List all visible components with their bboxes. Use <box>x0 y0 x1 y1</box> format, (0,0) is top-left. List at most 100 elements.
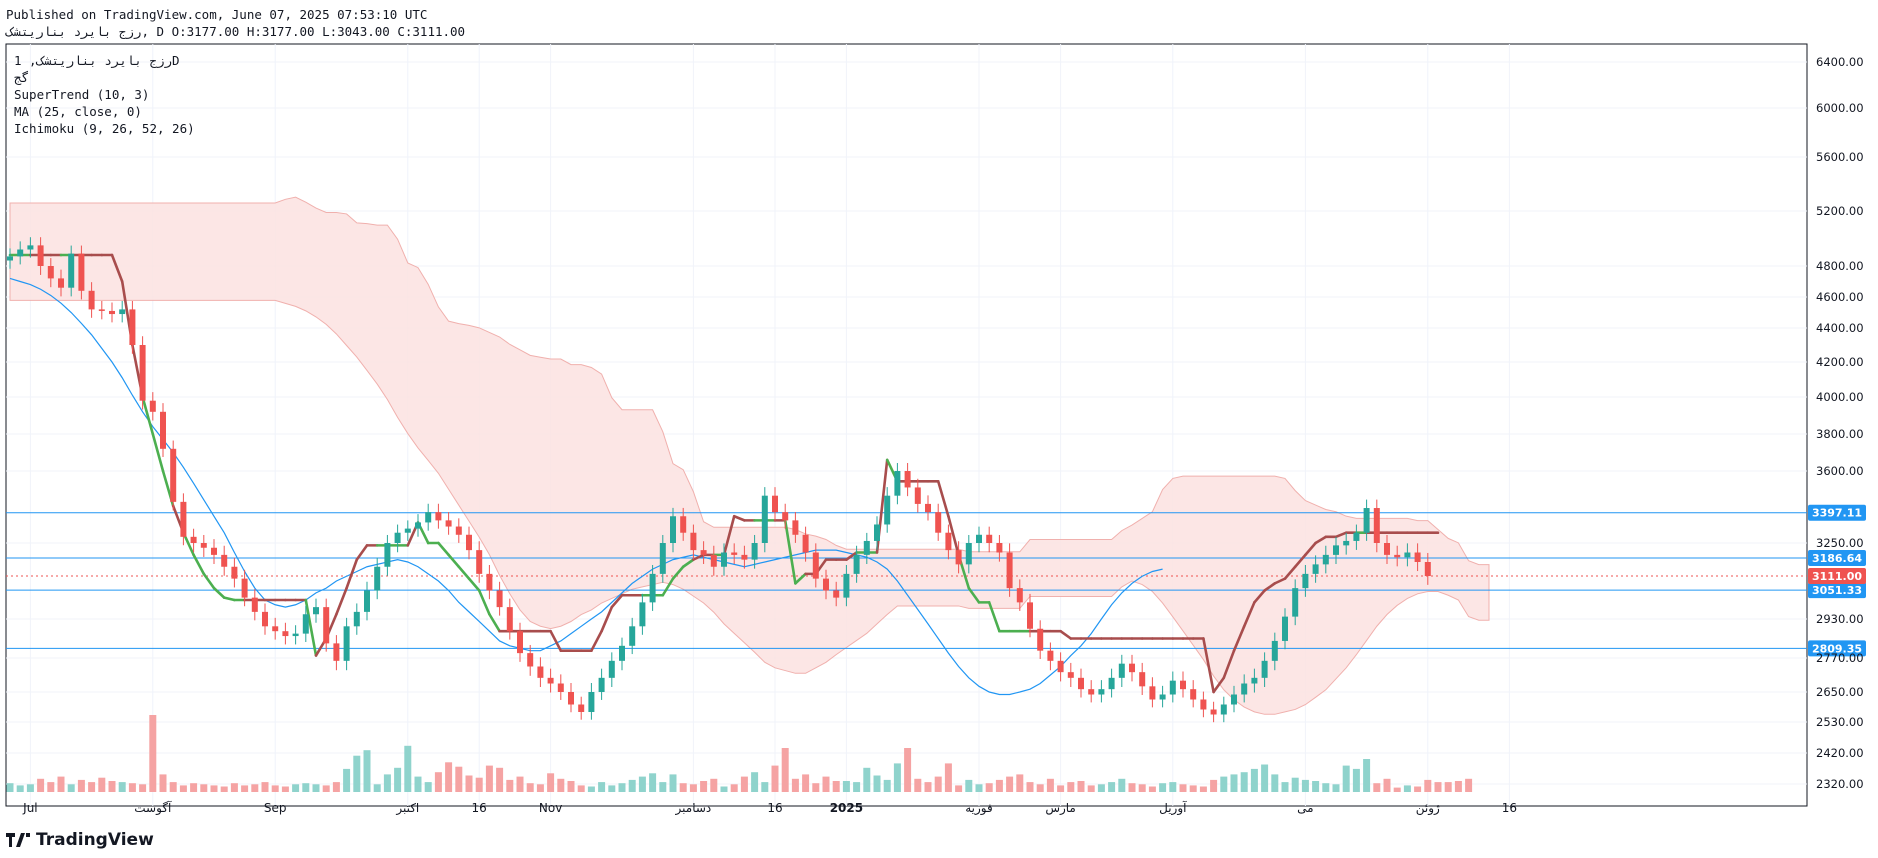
candle-body[interactable] <box>486 573 493 591</box>
candle-body[interactable] <box>1424 562 1431 577</box>
candle-body[interactable] <box>466 534 472 551</box>
candle-body[interactable] <box>547 677 554 684</box>
candle-body[interactable] <box>517 631 523 654</box>
candle-body[interactable] <box>945 532 952 551</box>
candle-body[interactable] <box>751 543 758 560</box>
candle-body[interactable] <box>455 526 462 535</box>
candle-body[interactable] <box>445 520 452 527</box>
candle-body[interactable] <box>721 552 727 567</box>
candle-body[interactable] <box>394 532 401 543</box>
candle-body[interactable] <box>506 607 513 632</box>
candle-body[interactable] <box>537 666 544 678</box>
candle-body[interactable] <box>404 528 411 533</box>
candle-body[interactable] <box>364 590 370 612</box>
candle-body[interactable] <box>190 536 197 543</box>
legend-ichimoku[interactable]: Ichimoku (9, 26, 52, 26) <box>14 121 195 136</box>
candle-body[interactable] <box>1027 602 1033 629</box>
candle-body[interactable] <box>1373 508 1380 543</box>
candle-body[interactable] <box>1363 508 1370 533</box>
candle-body[interactable] <box>782 512 789 521</box>
candle-body[interactable] <box>323 607 330 644</box>
candle-body[interactable] <box>109 310 115 315</box>
candle-body[interactable] <box>425 512 432 523</box>
candle-body[interactable] <box>353 611 360 627</box>
candle-body[interactable] <box>211 547 217 555</box>
candle-body[interactable] <box>17 249 24 257</box>
candle-body[interactable] <box>608 660 615 678</box>
candle-body[interactable] <box>415 522 421 529</box>
candle-body[interactable] <box>1282 616 1288 641</box>
candle-body[interactable] <box>282 631 289 637</box>
candle-body[interactable] <box>98 309 105 311</box>
brand-footer[interactable]: TradingView <box>6 830 154 850</box>
candle-body[interactable] <box>1200 699 1207 710</box>
candle-body[interactable] <box>884 495 891 525</box>
candle-body[interactable] <box>1231 694 1237 705</box>
candle-body[interactable] <box>27 245 34 250</box>
candle-body[interactable] <box>772 495 778 513</box>
candle-body[interactable] <box>1414 552 1421 563</box>
candle-body[interactable] <box>1261 660 1268 678</box>
candle-body[interactable] <box>925 503 931 513</box>
candle-body[interactable] <box>1292 588 1299 617</box>
candle-body[interactable] <box>476 550 483 574</box>
candle-body[interactable] <box>863 540 870 555</box>
candle-body[interactable] <box>976 534 982 543</box>
candle-body[interactable] <box>7 256 13 261</box>
candle-body[interactable] <box>1343 540 1350 546</box>
candle-body[interactable] <box>1404 552 1411 558</box>
candle-body[interactable] <box>333 643 340 661</box>
candle-body[interactable] <box>1129 663 1135 673</box>
candle-body[interactable] <box>894 471 901 496</box>
candle-body[interactable] <box>37 245 44 266</box>
candle-body[interactable] <box>731 552 738 555</box>
candle-body[interactable] <box>170 448 177 502</box>
candle-body[interactable] <box>843 573 850 598</box>
candle-body[interactable] <box>823 578 829 591</box>
candle-body[interactable] <box>1210 709 1217 715</box>
candle-body[interactable] <box>313 607 319 615</box>
candle-body[interactable] <box>1149 686 1156 700</box>
candle-body[interactable] <box>629 626 636 646</box>
candle-body[interactable] <box>119 309 126 315</box>
candle-body[interactable] <box>904 471 911 488</box>
candle-body[interactable] <box>1047 650 1054 661</box>
candle-body[interactable] <box>251 597 258 612</box>
candle-body[interactable] <box>833 590 840 598</box>
candle-body[interactable] <box>1057 660 1064 673</box>
candle-body[interactable] <box>802 534 809 553</box>
candle-body[interactable] <box>496 590 503 608</box>
candle-body[interactable] <box>292 633 299 637</box>
candle-body[interactable] <box>996 543 1003 553</box>
candle-body[interactable] <box>812 552 819 579</box>
candle-body[interactable] <box>262 611 268 627</box>
candle-body[interactable] <box>302 614 309 634</box>
candle-body[interactable] <box>1037 628 1044 651</box>
candle-body[interactable] <box>659 543 666 574</box>
candle-body[interactable] <box>700 550 707 555</box>
candle-body[interactable] <box>1251 677 1258 684</box>
candle-body[interactable] <box>965 543 972 565</box>
legend-supertrend[interactable]: SuperTrend (10, 3) <box>14 87 150 102</box>
candle-body[interactable] <box>68 253 75 288</box>
candle-body[interactable] <box>527 653 534 667</box>
candle-body[interactable] <box>343 626 350 661</box>
candle-body[interactable] <box>221 554 228 567</box>
candle-body[interactable] <box>1159 694 1166 700</box>
candle-body[interactable] <box>129 309 136 345</box>
candle-body[interactable] <box>690 532 697 551</box>
candle-body[interactable] <box>1241 683 1248 695</box>
candle-body[interactable] <box>955 550 962 565</box>
candle-body[interactable] <box>1271 640 1278 661</box>
candle-body[interactable] <box>1139 672 1146 687</box>
candle-body[interactable] <box>1088 689 1095 695</box>
candle-body[interactable] <box>1108 677 1115 690</box>
candle-body[interactable] <box>1394 554 1401 558</box>
candle-body[interactable] <box>680 516 687 533</box>
candle-body[interactable] <box>1118 663 1125 678</box>
candle-body[interactable] <box>619 645 625 661</box>
candle-body[interactable] <box>200 543 207 548</box>
candle-body[interactable] <box>272 626 279 632</box>
candle-body[interactable] <box>578 704 585 713</box>
